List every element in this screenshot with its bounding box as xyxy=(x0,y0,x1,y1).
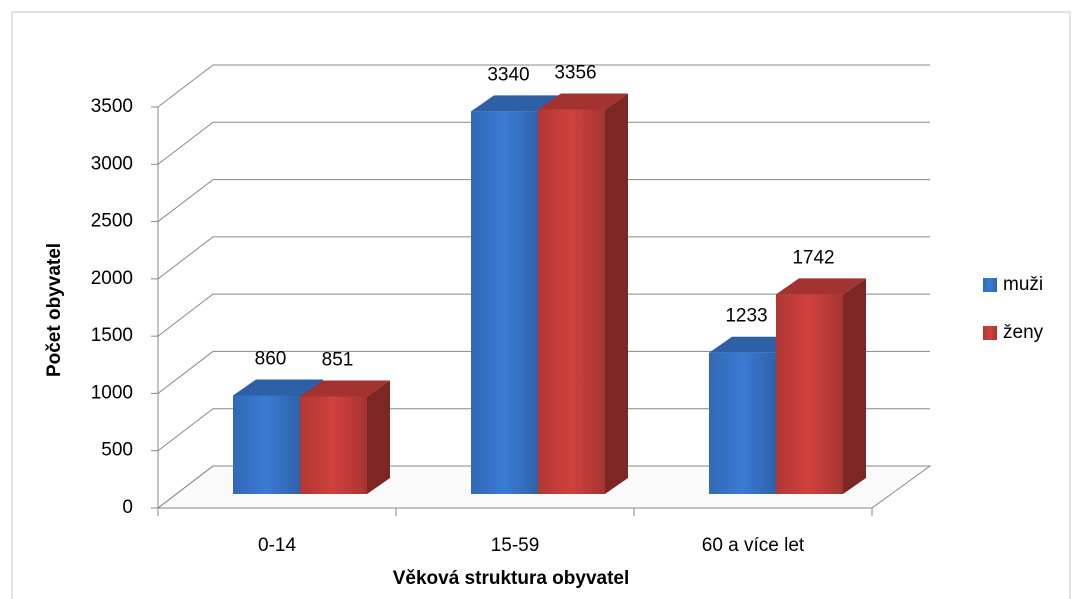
grid-line xyxy=(157,408,930,452)
grid-line xyxy=(157,64,930,108)
x-axis-title: Věková struktura obyvatel xyxy=(393,568,630,589)
value-label: 3356 xyxy=(554,63,596,84)
grid-line xyxy=(157,350,930,394)
bar-front xyxy=(538,109,605,494)
x-tick-label: 60 a více let xyxy=(702,535,805,556)
value-label: 3340 xyxy=(487,64,529,85)
y-tick-label: 2500 xyxy=(91,211,133,232)
bar-top xyxy=(233,379,323,396)
bar-front xyxy=(233,395,300,494)
legend-label: ženy xyxy=(1003,322,1044,343)
bar-front xyxy=(709,352,776,494)
y-axis-title: Počet obyvatel xyxy=(44,243,65,377)
grid-line xyxy=(157,293,930,337)
x-tick-label: 0-14 xyxy=(258,535,296,556)
y-tick-label: 3500 xyxy=(91,96,133,117)
bar-top xyxy=(471,95,561,112)
bar-front xyxy=(471,111,538,495)
bar-top xyxy=(538,93,628,110)
bar-side xyxy=(605,93,628,494)
legend-swatch xyxy=(983,326,997,340)
bar-side xyxy=(843,278,866,494)
bar-front xyxy=(776,294,843,494)
value-label: 1742 xyxy=(792,247,834,268)
grid-line xyxy=(157,179,930,222)
grid-line xyxy=(157,121,930,165)
y-tick-label: 1500 xyxy=(91,325,133,346)
y-tick-label: 500 xyxy=(101,440,133,461)
legend-swatch xyxy=(983,278,997,292)
y-tick-label: 2000 xyxy=(91,268,133,289)
bar-side xyxy=(367,380,390,494)
bar-front xyxy=(300,396,367,494)
value-label: 1233 xyxy=(725,306,767,327)
bar-top xyxy=(776,278,866,295)
grid-line xyxy=(157,465,930,509)
x-tick-label: 15-59 xyxy=(491,535,540,556)
y-tick-label: 0 xyxy=(122,497,133,518)
value-label: 860 xyxy=(255,348,287,369)
chart-frame xyxy=(11,11,1071,599)
value-label: 851 xyxy=(322,350,354,371)
legend-label: muži xyxy=(1003,274,1043,295)
bar-top xyxy=(300,380,390,397)
y-tick-label: 3000 xyxy=(91,153,133,174)
y-tick-label: 1000 xyxy=(91,382,133,403)
grid-line xyxy=(157,236,930,280)
